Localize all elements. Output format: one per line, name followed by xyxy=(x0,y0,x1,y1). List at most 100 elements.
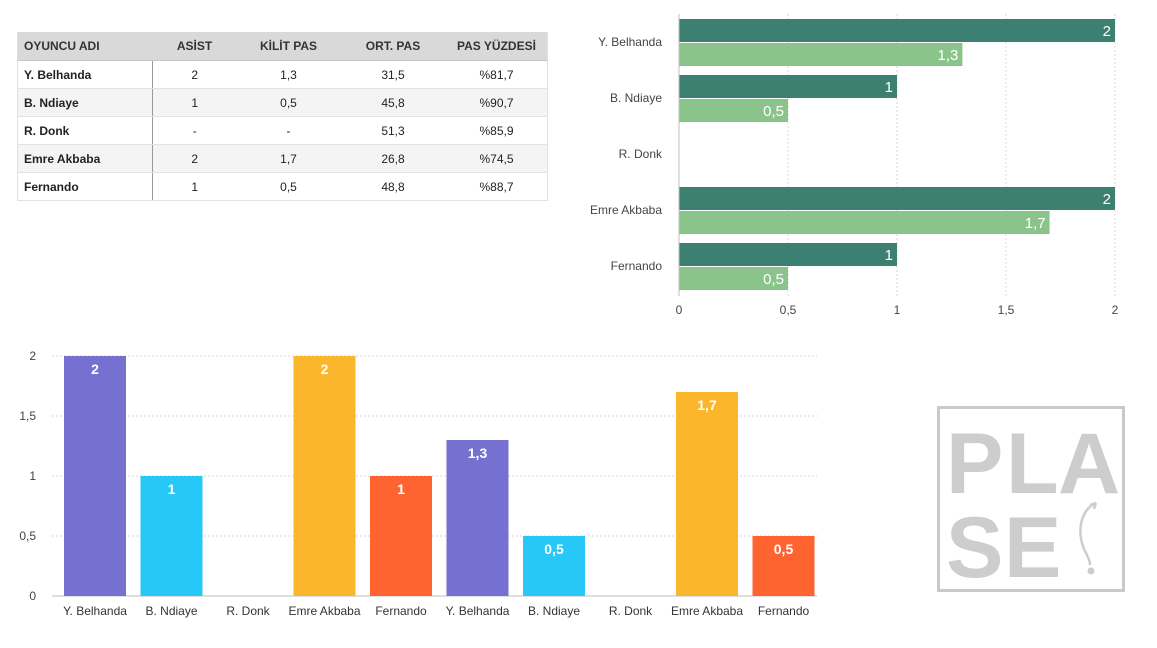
bar-value-label: 1,7 xyxy=(697,397,717,413)
assists-keypasses-horizontal-bar-chart: 0 0,5 1 1,5 2 Y. Belhanda 2 1,3 B. Ndiaye 1 0,5 R. … xyxy=(590,14,1119,317)
table-row: Y. Belhanda 2 1,3 31,5 %81,7 xyxy=(17,60,548,89)
header-assists: ASİST xyxy=(152,32,237,61)
bar xyxy=(752,536,815,596)
bar-value-label: 2 xyxy=(1103,191,1111,208)
logo-swoosh-icon xyxy=(1079,501,1098,575)
bar xyxy=(293,356,356,596)
player-stats-table: OYUNCU ADI ASİST KİLİT PAS ORT. PAS PAS … xyxy=(17,32,548,201)
bar-kilit-pas xyxy=(679,99,788,122)
bar-asist xyxy=(679,187,1115,210)
table-row: R. Donk - - 51,3 %85,9 xyxy=(17,116,548,145)
y-category-label: Fernando xyxy=(611,259,663,273)
cell-player-name: B. Ndiaye xyxy=(17,88,153,117)
x-category-label: R. Donk xyxy=(226,604,270,618)
x-category-label: Fernando xyxy=(758,604,810,618)
x-category-label: Y. Belhanda xyxy=(63,604,127,618)
y-tick-label: 0 xyxy=(29,589,36,603)
plase-logo: P L A S E xyxy=(937,406,1125,592)
y-category-label: Y. Belhanda xyxy=(598,35,662,49)
bar-value-label: 1 xyxy=(885,247,893,264)
bar-value-label: 2 xyxy=(1103,23,1111,40)
bar-value-label: 1,3 xyxy=(938,47,959,64)
y-category-label: Emre Akbaba xyxy=(590,203,662,217)
bar xyxy=(64,356,126,596)
x-tick-label: 0,5 xyxy=(780,303,797,317)
bar-value-label: 1 xyxy=(168,481,176,497)
x-category-label: R. Donk xyxy=(609,604,653,618)
cell-assists: 1 xyxy=(152,172,237,201)
cell-key-passes: 0,5 xyxy=(237,172,340,201)
bar-kilit-pas xyxy=(679,43,963,66)
header-key-passes: KİLİT PAS xyxy=(237,32,340,61)
bar xyxy=(446,440,509,596)
bar-value-label: 1 xyxy=(885,79,893,96)
logo-letter: P xyxy=(946,416,1004,512)
x-category-label: B. Ndiaye xyxy=(145,604,197,618)
cell-player-name: Y. Belhanda xyxy=(17,60,153,89)
x-category-label: B. Ndiaye xyxy=(528,604,580,618)
cell-pass-percentage: %81,7 xyxy=(446,60,548,89)
logo-letter: L xyxy=(1006,416,1059,512)
bar-value-label: 2 xyxy=(91,361,99,377)
y-category-label: B. Ndiaye xyxy=(610,91,662,105)
bar-value-label: 1,3 xyxy=(468,445,488,461)
cell-player-name: Fernando xyxy=(17,172,153,201)
x-category-label: Emre Akbaba xyxy=(288,604,360,618)
bar-value-label: 1 xyxy=(397,481,405,497)
cell-avg-passes: 26,8 xyxy=(340,144,446,173)
bar-value-label: 0,5 xyxy=(763,271,784,288)
y-tick-label: 0,5 xyxy=(19,529,36,543)
cell-assists: - xyxy=(152,116,237,145)
table-row: Emre Akbaba 2 1,7 26,8 %74,5 xyxy=(17,144,548,173)
y-category-label: R. Donk xyxy=(619,147,663,161)
bar-value-label: 0,5 xyxy=(763,103,784,120)
x-tick-label: 1 xyxy=(894,303,901,317)
header-player-name: OYUNCU ADI xyxy=(17,32,152,61)
bar-asist xyxy=(679,75,897,98)
cell-pass-percentage: %90,7 xyxy=(446,88,548,117)
cell-avg-passes: 48,8 xyxy=(340,172,446,201)
cell-assists: 2 xyxy=(152,144,237,173)
cell-assists: 2 xyxy=(152,60,237,89)
header-pass-percentage: PAS YÜZDESİ xyxy=(446,32,548,61)
cell-player-name: R. Donk xyxy=(17,116,153,145)
cell-pass-percentage: %74,5 xyxy=(446,144,548,173)
bar xyxy=(523,536,585,596)
cell-avg-passes: 51,3 xyxy=(340,116,446,145)
y-tick-label: 2 xyxy=(29,349,36,363)
bar-value-label: 2 xyxy=(321,361,329,377)
y-tick-label: 1 xyxy=(29,469,36,483)
bar-kilit-pas xyxy=(679,211,1050,234)
x-tick-label: 0 xyxy=(676,303,683,317)
cell-player-name: Emre Akbaba xyxy=(17,144,153,173)
bar-asist xyxy=(679,243,897,266)
bar xyxy=(370,476,432,596)
bar xyxy=(676,392,738,596)
header-avg-passes: ORT. PAS xyxy=(340,32,446,61)
bar-value-label: 1,7 xyxy=(1025,215,1046,232)
bar-asist xyxy=(679,19,1115,42)
bar-value-label: 0,5 xyxy=(544,541,564,557)
logo-letter: E xyxy=(1004,500,1062,596)
table-row: B. Ndiaye 1 0,5 45,8 %90,7 xyxy=(17,88,548,117)
y-tick-label: 1,5 xyxy=(19,409,36,423)
bar xyxy=(140,476,203,596)
cell-avg-passes: 31,5 xyxy=(340,60,446,89)
cell-key-passes: 0,5 xyxy=(237,88,340,117)
x-category-label: Fernando xyxy=(375,604,427,618)
logo-letter: A xyxy=(1058,416,1121,512)
cell-key-passes: 1,3 xyxy=(237,60,340,89)
x-category-label: Y. Belhanda xyxy=(446,604,510,618)
cell-assists: 1 xyxy=(152,88,237,117)
bar-value-label: 0,5 xyxy=(774,541,794,557)
table-row: Fernando 1 0,5 48,8 %88,7 xyxy=(17,172,548,201)
x-tick-label: 2 xyxy=(1112,303,1119,317)
cell-key-passes: 1,7 xyxy=(237,144,340,173)
cell-pass-percentage: %88,7 xyxy=(446,172,548,201)
cell-avg-passes: 45,8 xyxy=(340,88,446,117)
assists-keypasses-vertical-bar-chart: 0 0,5 1 1,5 2 Y. Belhanda 2 B. Ndiaye 1 R. Donk Em… xyxy=(19,349,817,618)
cell-key-passes: - xyxy=(237,116,340,145)
bar-kilit-pas xyxy=(679,267,788,290)
x-category-label: Emre Akbaba xyxy=(671,604,743,618)
cell-pass-percentage: %85,9 xyxy=(446,116,548,145)
